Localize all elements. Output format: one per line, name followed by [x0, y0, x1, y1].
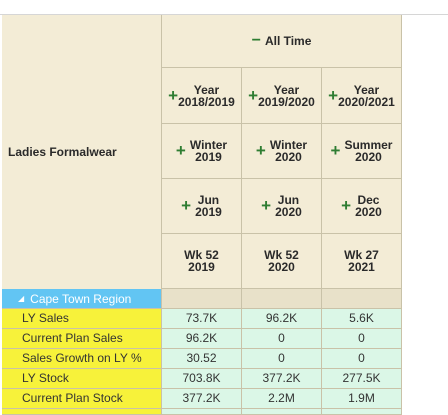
measure-label-current-plan-sales[interactable]: Current Plan Sales: [2, 329, 162, 349]
table-cell[interactable]: 0: [322, 329, 402, 349]
year-header-1[interactable]: + Year 2018/2019: [162, 68, 242, 124]
table-cell[interactable]: 96.2K: [162, 329, 242, 349]
minus-icon[interactable]: −: [251, 32, 261, 49]
triangle-down-icon[interactable]: ◢: [18, 294, 25, 303]
measure-label-current-plan-stock[interactable]: Current Plan Stock: [2, 389, 162, 409]
row-dimension-header: Ladies Formalwear: [2, 15, 162, 289]
plus-icon[interactable]: +: [255, 141, 266, 160]
table-cell[interactable]: 2.2M: [242, 389, 322, 409]
year-header-2[interactable]: + Year 2019/2020: [242, 68, 322, 124]
year-header-3[interactable]: + Year 2020/2021: [322, 68, 402, 124]
month-header-3[interactable]: + Dec 2020: [322, 179, 402, 234]
table-cell[interactable]: [162, 409, 242, 415]
season-header-2[interactable]: + Winter 2020: [242, 124, 322, 179]
row-dimension-label: Ladies Formalwear: [8, 145, 117, 159]
plus-icon[interactable]: +: [175, 141, 186, 160]
week-header-2[interactable]: Wk 52 2020: [242, 234, 322, 289]
measure-label-next[interactable]: [2, 409, 162, 415]
all-time-header[interactable]: − All Time: [162, 15, 402, 68]
measure-label-ly-stock[interactable]: LY Stock: [2, 369, 162, 389]
week-header-3[interactable]: Wk 27 2021: [322, 234, 402, 289]
table-cell[interactable]: [322, 409, 402, 415]
plus-icon[interactable]: +: [248, 85, 259, 105]
table-cell[interactable]: 0: [242, 349, 322, 369]
table-cell[interactable]: 377.2K: [162, 389, 242, 409]
plus-icon[interactable]: +: [168, 85, 179, 105]
table-cell[interactable]: 0: [322, 349, 402, 369]
top-border: [0, 14, 448, 15]
month-header-1[interactable]: + Jun 2019: [162, 179, 242, 234]
region-cell: [162, 289, 242, 309]
region-row-cape-town[interactable]: ◢ Cape Town Region: [2, 289, 162, 309]
region-cell: [322, 289, 402, 309]
table-cell[interactable]: 30.52: [162, 349, 242, 369]
plus-icon[interactable]: +: [341, 196, 352, 215]
measure-label-sales-growth[interactable]: Sales Growth on LY %: [2, 349, 162, 369]
table-cell[interactable]: 277.5K: [322, 369, 402, 389]
plus-icon[interactable]: +: [328, 85, 339, 105]
month-header-2[interactable]: + Jun 2020: [242, 179, 322, 234]
table-cell[interactable]: 703.8K: [162, 369, 242, 389]
table-cell[interactable]: 96.2K: [242, 309, 322, 329]
table-cell[interactable]: 377.2K: [242, 369, 322, 389]
table-cell[interactable]: 1.9M: [322, 389, 402, 409]
table-cell[interactable]: [242, 409, 322, 415]
table-cell[interactable]: 0: [242, 329, 322, 349]
region-label: Cape Town Region: [30, 291, 132, 306]
plus-icon[interactable]: +: [261, 196, 272, 215]
measure-label-ly-sales[interactable]: LY Sales: [2, 309, 162, 329]
week-header-1[interactable]: Wk 52 2019: [162, 234, 242, 289]
season-header-1[interactable]: + Winter 2019: [162, 124, 242, 179]
plus-icon[interactable]: +: [330, 141, 341, 160]
region-cell: [242, 289, 322, 309]
season-header-3[interactable]: + Summer 2020: [322, 124, 402, 179]
table-cell[interactable]: 73.7K: [162, 309, 242, 329]
plus-icon[interactable]: +: [181, 196, 192, 215]
table-cell[interactable]: 5.6K: [322, 309, 402, 329]
